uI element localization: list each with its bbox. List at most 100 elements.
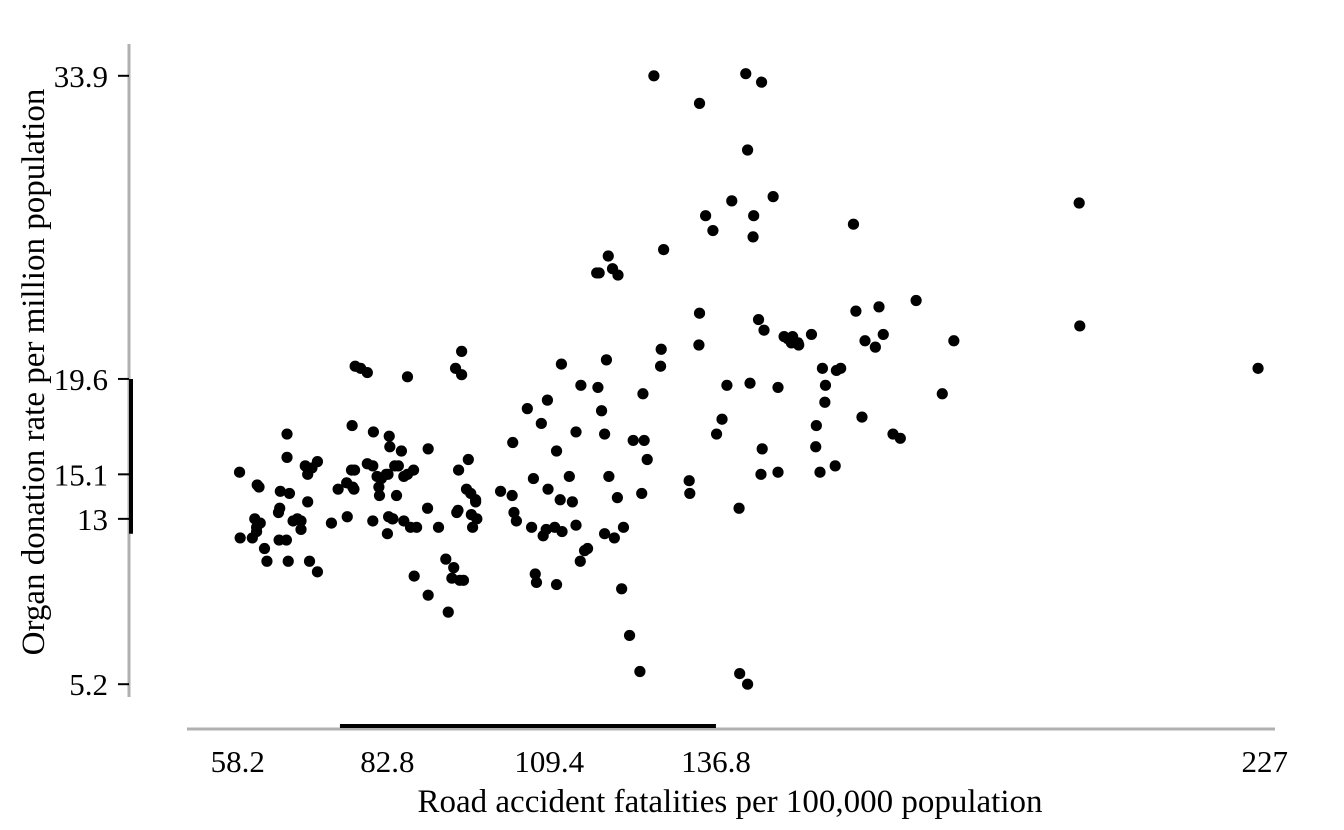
scatter-point xyxy=(733,502,745,514)
scatter-point xyxy=(529,568,541,580)
scatter-point xyxy=(856,411,868,423)
x-axis-title: Road accident fatalities per 100,000 pop… xyxy=(418,784,1043,820)
scatter-point xyxy=(383,430,395,442)
scatter-point xyxy=(554,494,566,506)
scatter-point xyxy=(755,468,767,480)
scatter-point xyxy=(346,419,358,432)
scatter-point xyxy=(741,678,754,690)
scatter-point xyxy=(873,301,885,313)
scatter-point xyxy=(542,483,554,495)
x-tick-label: 136.8 xyxy=(681,744,751,779)
scatter-point xyxy=(527,472,540,485)
scatter-point xyxy=(311,456,324,468)
y-axis: 5.2 13 15.1 19.6 33.9 xyxy=(54,44,133,702)
scatter-point xyxy=(456,345,468,357)
scatter-point xyxy=(603,470,615,483)
scatter-point xyxy=(772,466,784,478)
scatter-point xyxy=(608,532,620,544)
scatter-point xyxy=(755,76,768,88)
scatter-point xyxy=(555,358,568,370)
scatter-point xyxy=(303,555,316,567)
scatter-point xyxy=(566,496,578,508)
scatter-point xyxy=(829,460,841,472)
scatter-point xyxy=(295,523,307,536)
scatter-point xyxy=(700,210,712,222)
scatter-point xyxy=(367,515,379,527)
scatter-point xyxy=(325,517,338,529)
scatter-points xyxy=(233,68,1264,690)
scatter-point xyxy=(1252,362,1264,374)
scatter-point xyxy=(506,489,518,502)
scatter-point xyxy=(233,466,246,478)
scatter-point xyxy=(373,489,386,502)
scatter-point xyxy=(421,502,434,514)
scatter-point xyxy=(638,434,650,447)
y-tick-label: 19.6 xyxy=(54,362,108,397)
scatter-point xyxy=(508,506,520,519)
scatter-point xyxy=(274,485,286,497)
scatter-point xyxy=(600,354,613,366)
scatter-point xyxy=(641,453,653,466)
scatter-point xyxy=(295,515,307,527)
scatter-point xyxy=(740,68,752,80)
scatter-point xyxy=(819,379,832,391)
scatter-point xyxy=(810,441,822,453)
scatter-point xyxy=(752,313,765,326)
scatter-point xyxy=(869,341,881,353)
scatter-point xyxy=(348,483,360,495)
scatter-point xyxy=(617,521,630,533)
scatter-point xyxy=(253,481,265,493)
scatter-point xyxy=(408,570,420,582)
scatter-point xyxy=(280,534,293,546)
scatter-point xyxy=(442,606,454,618)
scatter-point xyxy=(348,464,361,476)
scatter-point xyxy=(611,492,623,504)
scatter-point xyxy=(384,441,396,453)
scatter-point xyxy=(234,532,246,544)
scatter-point xyxy=(570,426,582,438)
scatter-point xyxy=(616,583,628,595)
scatter-point xyxy=(274,502,286,514)
scatter-point xyxy=(627,434,639,447)
scatter-point xyxy=(637,388,649,400)
scatter-point xyxy=(910,294,922,307)
scatter-point xyxy=(756,443,768,455)
scatter-point xyxy=(683,475,695,487)
scatter-point xyxy=(448,562,460,574)
x-axis: 58.2 82.8 109.4 136.8 227 xyxy=(187,724,1288,779)
scatter-point xyxy=(367,426,380,438)
scatter-point xyxy=(570,519,582,531)
scatter-point xyxy=(332,483,344,495)
scatter-point xyxy=(658,244,670,256)
scatter-point xyxy=(758,324,770,336)
scatter-point xyxy=(466,521,479,533)
scatter-point xyxy=(816,362,829,374)
scatter-point xyxy=(422,443,434,455)
scatter-point xyxy=(390,489,403,502)
scatter-point xyxy=(494,485,507,497)
scatter-point xyxy=(835,362,847,374)
scatter-point xyxy=(623,629,636,642)
scatter-point xyxy=(302,496,314,508)
scatter-point xyxy=(556,525,568,538)
scatter-point xyxy=(726,195,738,207)
scatter-point xyxy=(281,451,293,463)
scatter-point xyxy=(361,366,373,379)
y-tick-label: 33.9 xyxy=(54,59,108,94)
scatter-point xyxy=(521,403,533,415)
scatter-point xyxy=(456,369,468,381)
scatter-point xyxy=(744,377,756,389)
scatter-point xyxy=(261,555,273,567)
scatter-point xyxy=(655,343,667,355)
scatter-point xyxy=(254,517,266,529)
scatter-point xyxy=(530,576,543,589)
x-tick-label: 82.8 xyxy=(360,744,414,779)
scatter-point xyxy=(367,460,379,472)
scatter-point xyxy=(648,70,660,82)
scatter-point xyxy=(401,371,414,383)
scatter-point xyxy=(936,388,948,400)
y-tick-label: 5.2 xyxy=(69,667,108,702)
scatter-point xyxy=(250,525,263,538)
scatter-point xyxy=(452,504,464,516)
